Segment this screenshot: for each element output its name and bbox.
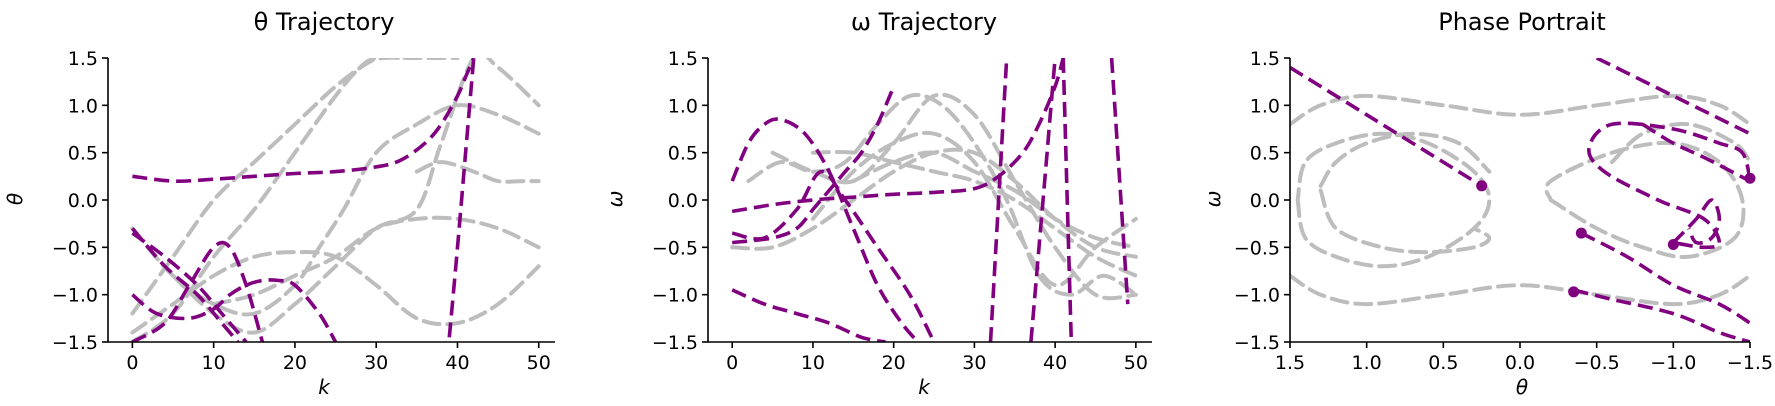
x-tick-label: 0.5 bbox=[1428, 352, 1458, 374]
background-trajectory-line bbox=[171, 58, 541, 335]
chart-title-phase: Phase Portrait bbox=[1438, 8, 1606, 36]
x-tick-label: 0 bbox=[126, 352, 138, 374]
x-tick-label: 40 bbox=[445, 352, 469, 374]
highlighted-trajectory-line bbox=[731, 85, 896, 245]
x-tick-label: 20 bbox=[283, 352, 307, 374]
x-tick-label: 0.0 bbox=[1505, 352, 1535, 374]
plot-area bbox=[1290, 58, 1750, 342]
y-tick-label: 0.0 bbox=[668, 190, 698, 212]
highlighted-trajectory-line bbox=[730, 117, 920, 342]
y-tick-label: 0.5 bbox=[668, 143, 698, 165]
x-tick-label: 10 bbox=[202, 352, 226, 374]
y-axis-label-omega: ω bbox=[603, 191, 627, 208]
highlighted-trajectory-line bbox=[731, 58, 1065, 214]
y-tick-label: 0.5 bbox=[1250, 143, 1280, 165]
y-tick-label: −1.0 bbox=[52, 285, 98, 307]
y-tick-label: −1.0 bbox=[652, 285, 698, 307]
y-tick-label: −0.5 bbox=[1234, 237, 1280, 259]
highlighted-trajectory-line bbox=[1029, 58, 1057, 342]
plot-area bbox=[130, 58, 541, 342]
x-tick-label: −1.5 bbox=[1727, 352, 1773, 374]
x-tick-label: 20 bbox=[882, 352, 906, 374]
background-trajectory-line bbox=[1295, 131, 1492, 269]
x-tick-label: 1.5 bbox=[1275, 352, 1305, 374]
trajectory-start-point bbox=[1744, 172, 1756, 184]
y-tick-label: −0.5 bbox=[52, 237, 98, 259]
x-tick-label: −1.0 bbox=[1650, 352, 1696, 374]
background-trajectory-line bbox=[810, 149, 1138, 278]
background-trajectory-line bbox=[211, 215, 541, 307]
x-tick-label: 10 bbox=[801, 352, 825, 374]
y-tick-label: 1.5 bbox=[1250, 48, 1280, 70]
y-tick-label: 1.0 bbox=[668, 95, 698, 117]
x-tick-label: 50 bbox=[1124, 352, 1148, 374]
y-tick-label: 0.0 bbox=[1250, 190, 1280, 212]
background-trajectory-line bbox=[130, 58, 403, 342]
x-axis-label-omega: k bbox=[918, 375, 931, 399]
highlighted-trajectory-line bbox=[447, 58, 476, 338]
x-tick-label: 30 bbox=[962, 352, 986, 374]
x-tick-label: −0.5 bbox=[1574, 352, 1620, 374]
x-axis-label-theta: k bbox=[318, 375, 331, 399]
chart-title-omega: ω Trajectory bbox=[851, 8, 997, 36]
x-tick-label: 30 bbox=[364, 352, 388, 374]
highlighted-trajectory-line bbox=[131, 240, 265, 342]
highlighted-trajectory-line bbox=[1061, 58, 1074, 342]
y-tick-label: −1.5 bbox=[652, 332, 698, 354]
highlighted-trajectory-line bbox=[132, 58, 476, 183]
highlighted-trajectory-line bbox=[1672, 198, 1722, 245]
y-tick-label: 1.0 bbox=[1250, 95, 1280, 117]
y-axis-label-theta: θ bbox=[3, 193, 27, 205]
trajectory-start-point bbox=[1667, 238, 1679, 250]
background-trajectory-line bbox=[1290, 93, 1750, 127]
y-tick-label: 0.5 bbox=[68, 143, 98, 165]
y-tick-label: −1.0 bbox=[1234, 285, 1280, 307]
x-tick-label: 0 bbox=[726, 352, 738, 374]
y-axis-label-phase: ω bbox=[1201, 191, 1225, 208]
background-trajectory-line bbox=[1544, 140, 1746, 260]
background-trajectory-line bbox=[1318, 131, 1492, 188]
background-trajectory-line bbox=[414, 160, 541, 184]
highlighted-trajectory-line bbox=[1587, 121, 1750, 250]
highlighted-trajectory-line bbox=[988, 58, 1009, 342]
highlighted-trajectory-line bbox=[131, 231, 248, 342]
highlighted-trajectory-line bbox=[131, 278, 338, 342]
background-trajectory-line bbox=[746, 92, 1138, 297]
x-axis-label-phase: θ bbox=[1516, 375, 1528, 399]
y-tick-label: 1.5 bbox=[668, 48, 698, 70]
x-tick-label: 50 bbox=[527, 352, 551, 374]
trajectory-start-point bbox=[1476, 180, 1488, 192]
y-tick-label: −1.5 bbox=[1234, 332, 1280, 354]
background-trajectory-line bbox=[1610, 121, 1750, 165]
background-trajectory-line bbox=[770, 92, 1138, 301]
y-tick-label: 1.5 bbox=[68, 48, 98, 70]
plot-area bbox=[730, 58, 1138, 342]
chart-theta-trajectory: θ Trajectory k θ 0 10 20 30 40 50 −1.5 −1.0 −0.5… bbox=[3, 8, 555, 399]
chart-omega-trajectory: ω Trajectory k ω 0 10 20 30 40 50 −1.5 −1.0 −0.5… bbox=[603, 8, 1152, 399]
highlighted-trajectory-line bbox=[1109, 58, 1130, 305]
trajectory-start-point bbox=[1575, 227, 1587, 239]
highlighted-trajectory-line bbox=[1641, 122, 1750, 183]
trajectory-start-point bbox=[1568, 286, 1580, 298]
chart-title-theta: θ Trajectory bbox=[254, 8, 395, 36]
highlighted-trajectory-line bbox=[131, 227, 240, 342]
highlighted-trajectory-line bbox=[731, 288, 886, 342]
highlighted-trajectory-line bbox=[1290, 65, 1483, 188]
background-trajectory-line bbox=[1318, 188, 1492, 255]
highlighted-trajectory-line bbox=[1580, 231, 1750, 325]
y-tick-label: 1.0 bbox=[68, 95, 98, 117]
highlighted-trajectory-line bbox=[1573, 288, 1750, 342]
chart-phase-portrait: Phase Portrait θ ω 1.5 1.0 0.5 0.0 −0.5 −1.0 −… bbox=[1201, 8, 1773, 399]
x-tick-label: 1.0 bbox=[1352, 352, 1382, 374]
y-tick-label: 0.0 bbox=[68, 190, 98, 212]
background-trajectory-line bbox=[130, 103, 541, 317]
background-trajectory-line bbox=[130, 58, 460, 316]
x-tick-label: 40 bbox=[1043, 352, 1067, 374]
background-trajectory-line bbox=[810, 130, 1138, 288]
y-tick-label: −1.5 bbox=[52, 332, 98, 354]
y-tick-label: −0.5 bbox=[652, 237, 698, 259]
